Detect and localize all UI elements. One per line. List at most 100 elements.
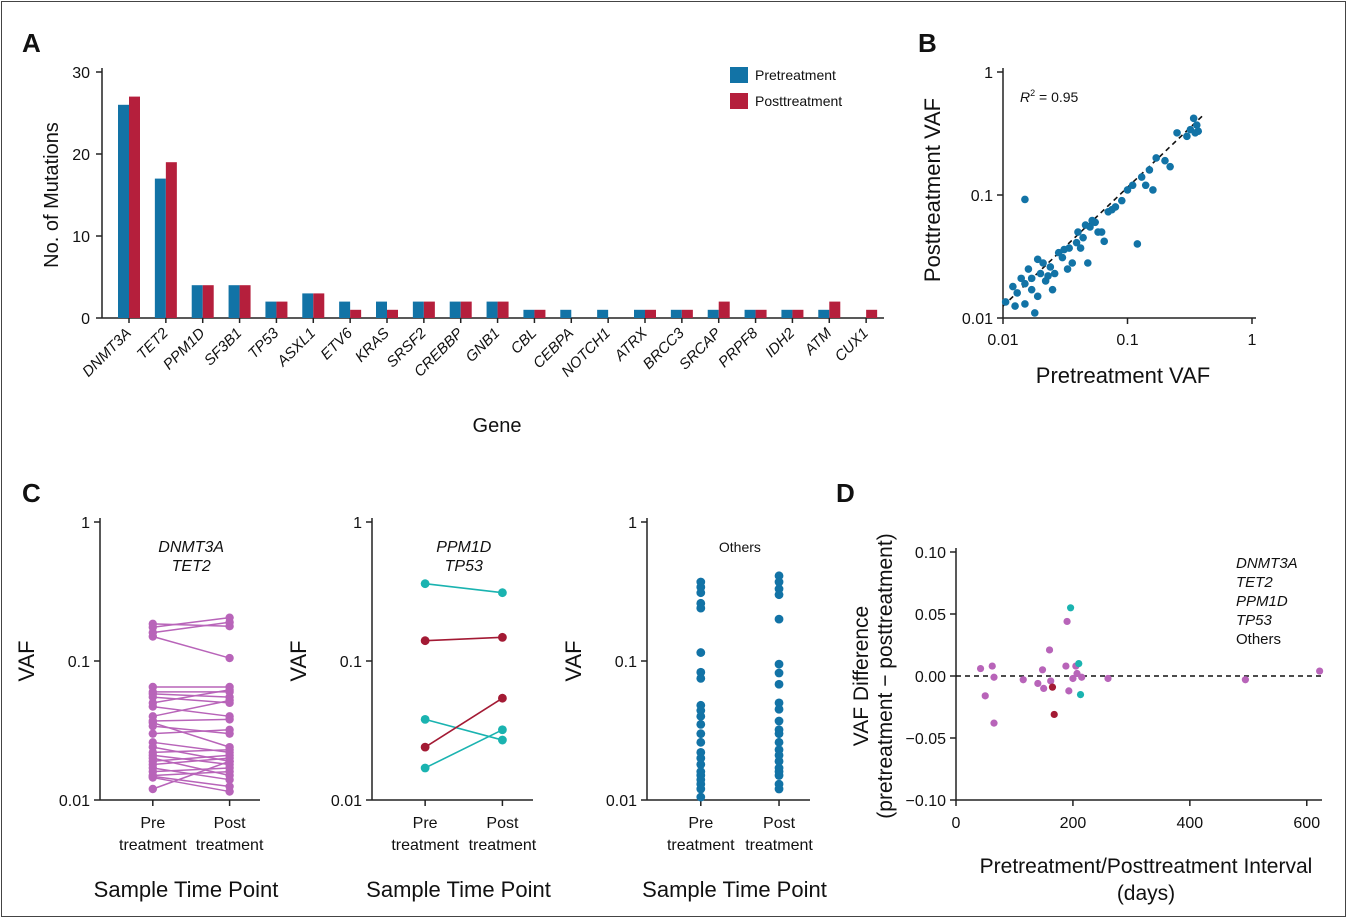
bar-pretreatment-etv6 [339, 301, 351, 318]
bar-posttreatment-tet2 [165, 162, 177, 318]
data-point-post [225, 715, 234, 724]
pair-line [152, 699, 230, 718]
data-point-post [225, 618, 234, 627]
y-tick-label: 0.01 [962, 311, 993, 328]
y-tick-label: 1 [984, 65, 993, 82]
data-point [1068, 259, 1077, 267]
bar-posttreatment-tp53 [276, 301, 288, 318]
data-point [1128, 181, 1137, 190]
data-point [1045, 646, 1054, 654]
x-tick-label-etv6: ETV6 [317, 324, 356, 363]
x-tick-label: 0 [952, 815, 961, 832]
bar-pretreatment-tp53 [265, 301, 277, 318]
data-point [981, 692, 989, 700]
data-point [1133, 240, 1142, 248]
pair-line [152, 621, 230, 634]
bar-pretreatment-atrx [634, 309, 645, 318]
data-point-pre [148, 773, 157, 782]
pair-line [152, 767, 230, 773]
bar-posttreatment-srsf2 [423, 301, 435, 318]
data-point [1050, 710, 1058, 719]
data-point [1145, 166, 1154, 174]
pair-line [152, 775, 230, 788]
data-point-post [774, 659, 784, 669]
data-point [1047, 677, 1055, 685]
bar-pretreatment-cbl [523, 309, 535, 318]
data-point-pre [148, 721, 157, 731]
data-point-post [774, 571, 784, 581]
y-axis-label-line1: VAF Difference [850, 606, 873, 746]
bar-pretreatment-prpf8 [744, 309, 756, 318]
data-point [1027, 285, 1036, 294]
data-point [1118, 196, 1126, 205]
x-axis-label-line1: Pretreatment/Posttreatment Interval [980, 855, 1313, 878]
y-tick-label: 0.1 [971, 188, 993, 205]
pair-line [152, 757, 230, 766]
data-point [1048, 285, 1057, 294]
panel-label-c: C [22, 478, 41, 508]
pair-line [152, 725, 230, 735]
x-tick-label-line2: treatment [119, 837, 187, 854]
data-point [1069, 674, 1077, 683]
bar-posttreatment-prpf8 [755, 309, 767, 318]
x-axis-label: Sample Time Point [642, 877, 827, 902]
data-point-pre [696, 588, 706, 598]
pair-line [424, 729, 503, 769]
bar-pretreatment-dnmt3a [118, 104, 129, 318]
y-tick-label: 0.1 [68, 654, 90, 671]
data-point [1024, 265, 1033, 273]
r-squared-annotation: R2 = 0.95 [1020, 88, 1079, 105]
bar-posttreatment-etv6 [350, 309, 362, 318]
x-axis-label: Sample Time Point [94, 877, 279, 902]
legend-label-ppm1d: PPM1D [436, 539, 492, 556]
bar-pretreatment-ppm1d [191, 285, 203, 318]
x-tick-label-prpf8: PRPF8 [715, 324, 762, 371]
data-point [1078, 673, 1086, 681]
data-point [1050, 269, 1059, 278]
data-point [1066, 604, 1075, 612]
data-point [1048, 683, 1057, 691]
data-point [990, 719, 998, 727]
data-point [990, 673, 998, 681]
x-tick-label: 200 [1060, 815, 1087, 832]
data-point-pre [148, 692, 157, 702]
data-point-post [225, 685, 234, 695]
data-point [1009, 282, 1017, 291]
legend-label-pretreatment: Pretreatment [755, 67, 836, 83]
legend-label-dnmt3a: DNMT3A [1236, 555, 1298, 572]
y-tick-label: 1 [81, 515, 90, 532]
data-point [1021, 195, 1029, 204]
y-tick-label: 1 [353, 515, 362, 532]
legend-label-posttreatment: Posttreatment [755, 93, 842, 109]
data-point-post [774, 756, 784, 766]
bar-pretreatment-tet2 [154, 178, 166, 318]
panel-b-scatter: 0.01 0.01 0.1 0.1 1 1 R2 = 0.95 Posttreatment V… [920, 65, 1257, 388]
legend-label-others: Others [719, 539, 761, 555]
data-point [1183, 132, 1191, 141]
data-point-post [774, 614, 784, 624]
x-tick-label: 400 [1176, 815, 1203, 832]
data-point-pre [696, 711, 706, 721]
data-point-pre [696, 603, 706, 613]
y-axis-label: VAF [14, 640, 39, 681]
data-point [1019, 676, 1027, 684]
data-point-pre [696, 737, 706, 747]
x-axis-label: Pretreatment VAF [1036, 363, 1210, 388]
bar-posttreatment-kras [387, 309, 398, 318]
data-point [1194, 127, 1203, 136]
data-point-pre [696, 792, 706, 802]
pair-line [152, 696, 230, 704]
data-point-pre [148, 632, 157, 641]
data-point [1065, 244, 1073, 252]
data-point [1079, 233, 1087, 242]
data-point [1040, 684, 1048, 693]
bar-pretreatment-srcap [707, 309, 719, 318]
x-tick-label-cbl: CBL [508, 325, 541, 358]
y-tick-label: 20 [72, 147, 90, 164]
data-point-pre [696, 719, 706, 729]
x-tick-label-line2: treatment [196, 837, 264, 854]
y-tick-label: 0.05 [915, 607, 946, 624]
data-point [1013, 289, 1021, 297]
pair-line [152, 693, 230, 698]
data-point [1027, 274, 1036, 283]
